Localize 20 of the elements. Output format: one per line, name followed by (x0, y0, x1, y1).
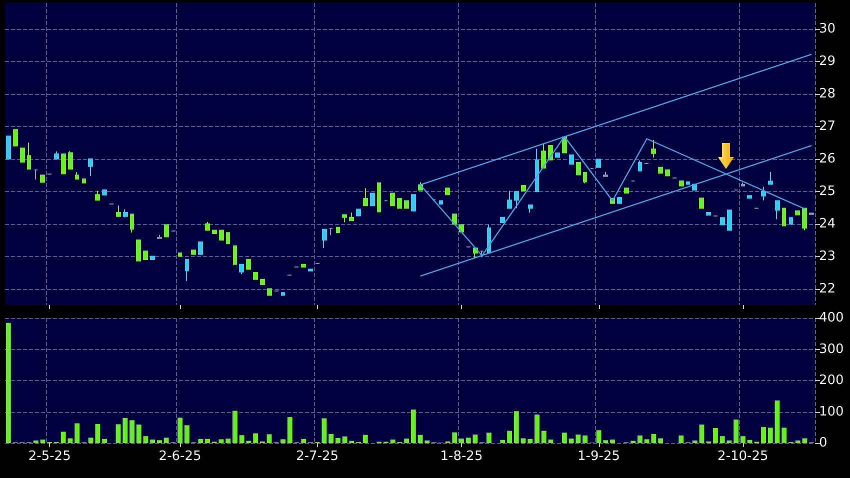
y-tick-label: 25 (819, 184, 836, 199)
x-tick-label: 1-8-25 (440, 449, 483, 464)
y-tick-label: 29 (819, 54, 836, 69)
y-tick-label: 300 (819, 342, 844, 357)
x-tick-label: 2-10-25 (718, 449, 768, 464)
y-tick-label: 0 (819, 436, 828, 450)
y-tick-label: 24 (819, 216, 836, 232)
x-tick-label: 2-7-25 (296, 449, 339, 464)
y-tick-label: 400 (819, 310, 844, 326)
y-tick-label: 23 (819, 248, 836, 264)
x-tick-label: 1-9-25 (578, 449, 620, 464)
y-tick-label: 22 (819, 281, 836, 296)
x-tick-label: 2-5-25 (28, 449, 71, 464)
y-tick-label: 100 (819, 404, 844, 420)
y-tick-label: 27 (819, 118, 836, 134)
y-tick-label: 200 (819, 373, 844, 388)
y-tick-label: 30 (819, 21, 836, 36)
x-tick-label: 2-6-25 (158, 449, 202, 464)
y-tick-label: 26 (819, 151, 836, 166)
y-tick-label: 28 (819, 86, 836, 102)
